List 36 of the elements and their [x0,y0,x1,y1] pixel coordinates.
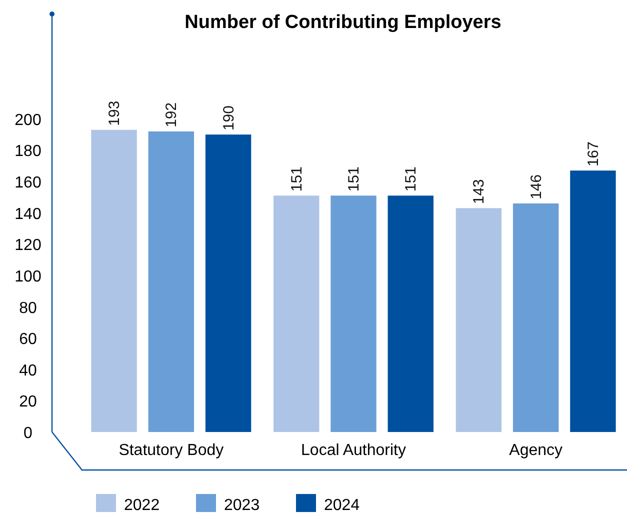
x-tick-label: Local Authority [301,442,406,459]
data-label: 190 [220,106,238,131]
y-tick-label: 180 [14,143,42,160]
data-label: 143 [470,179,488,204]
bar [388,196,434,432]
data-label: 151 [402,166,420,192]
bar [330,196,376,432]
legend-label: 2024 [324,497,360,514]
data-label: 193 [106,100,124,126]
y-tick-label: 200 [14,112,42,129]
y-tick-label: 160 [14,174,42,192]
y-tick-label: 100 [14,268,42,286]
data-label: 151 [288,166,306,192]
x-tick-label: Agency [509,442,563,459]
y-tick-label: 120 [14,237,42,254]
y-tick-label: 20 [19,394,37,411]
y-tick-label: 0 [24,425,33,442]
bar [91,130,137,432]
data-label: 192 [163,102,180,128]
chart-title: Number of Contributing Employers [184,12,502,33]
bar [148,131,194,432]
bar [205,134,252,432]
bar [570,170,616,432]
legend-label: 2023 [224,497,260,514]
data-label: 151 [346,166,362,192]
y-tick-label: 140 [14,206,42,223]
y-tick-label: 60 [19,331,37,348]
y-tick-label: 80 [19,300,37,317]
data-label: 167 [584,142,602,167]
y-tick-label: 40 [19,362,37,380]
x-tick-label: Statutory Body [118,442,224,459]
data-label: 146 [528,174,545,200]
bar [456,208,502,432]
legend-label: 2022 [124,497,160,514]
bar [274,196,320,432]
bar [512,203,559,432]
